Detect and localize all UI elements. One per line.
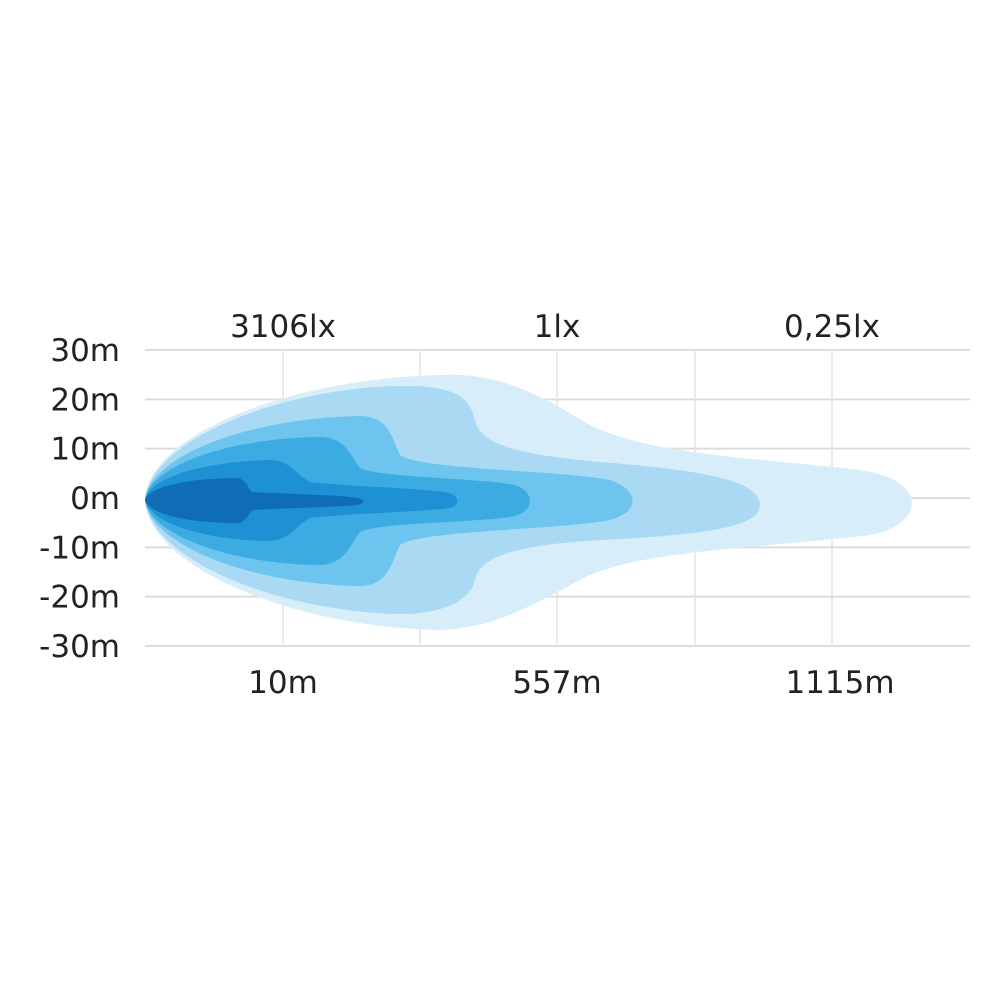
beam-layers	[145, 374, 912, 630]
lux-label: 1lx	[534, 309, 581, 345]
y-tick-label: -10m	[39, 530, 120, 566]
y-tick-label: 20m	[50, 382, 120, 418]
y-tick-label: -30m	[39, 629, 120, 665]
y-tick-label: 30m	[50, 333, 120, 369]
y-tick-label: 10m	[50, 432, 120, 468]
lux-label: 0,25lx	[784, 309, 880, 345]
x-tick-label: 10m	[248, 665, 318, 701]
y-tick-label: -20m	[39, 580, 120, 616]
beam-layer-6	[145, 478, 364, 523]
lux-label: 3106lx	[230, 309, 336, 345]
y-tick-label: 0m	[70, 481, 120, 517]
labels: 3106lx 1lx 0,25lx 10m 557m 1115m 30m 20m 10m 0m -1…	[39, 309, 894, 701]
x-tick-label: 557m	[512, 665, 601, 701]
x-tick-label: 1115m	[785, 665, 894, 701]
